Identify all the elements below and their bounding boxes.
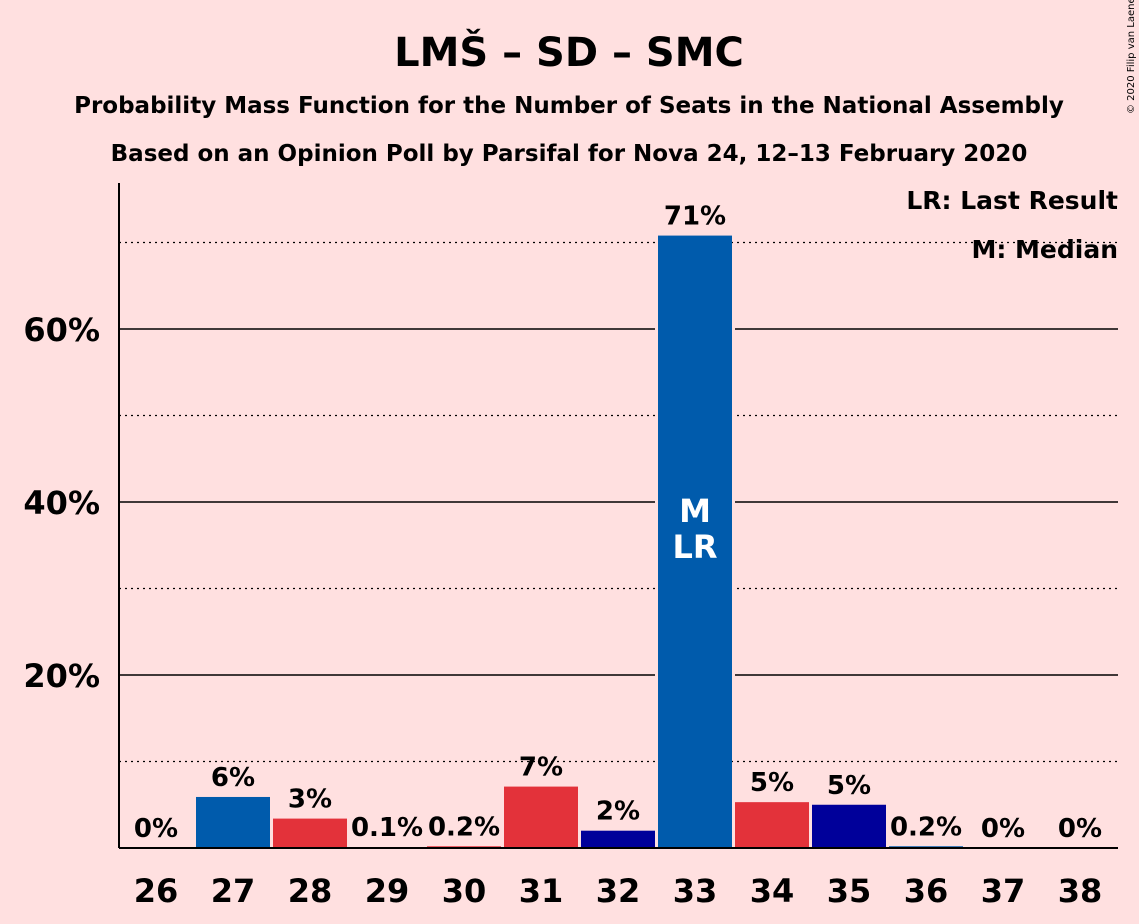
data-labels: 0%6%3%0.1% 0.2%7%2%71%5% 5%0.2% 0% 0% (134, 202, 1102, 844)
data-label-26: 0% (134, 814, 178, 844)
x-tick-label-35: 35 (827, 872, 872, 910)
x-tick-label-27: 27 (211, 872, 256, 910)
median-marker: M (679, 492, 711, 530)
bar-35 (812, 804, 886, 848)
data-label-36: 0.2% (890, 812, 962, 842)
data-label-31: 7% (519, 753, 563, 783)
y-tick-label: 60% (23, 311, 100, 349)
bar-33 (658, 235, 732, 848)
x-tick-label-30: 30 (442, 872, 487, 910)
x-tick-labels: 26 27 28 29 30 31 32 33 34 35 36 37 38 (134, 872, 1103, 910)
data-label-32: 2% (596, 797, 640, 827)
bar-markers: MLR (672, 492, 717, 566)
x-tick-label-26: 26 (134, 872, 179, 910)
gridlines (119, 241, 1118, 763)
x-tick-label-37: 37 (981, 872, 1026, 910)
y-tick-label: 20% (23, 657, 100, 695)
x-tick-label-36: 36 (904, 872, 949, 910)
bar-31 (504, 786, 578, 848)
y-tick-labels: 20% 40% 60% (23, 311, 100, 695)
data-label-35: 5% (827, 771, 871, 801)
bar-28 (273, 818, 347, 848)
legend-last-result: LR: Last Result (906, 186, 1118, 215)
chart-subtitle-1: Probability Mass Function for the Number… (74, 93, 1064, 119)
x-tick-label-38: 38 (1058, 872, 1103, 910)
data-label-27: 6% (211, 763, 255, 793)
x-tick-label-29: 29 (365, 872, 410, 910)
last-result-marker: LR (672, 528, 717, 566)
data-label-28: 3% (288, 785, 332, 815)
data-label-34: 5% (750, 768, 794, 798)
data-label-38: 0% (1058, 814, 1102, 844)
data-label-33: 71% (664, 202, 726, 232)
legend-median: M: Median (971, 235, 1118, 264)
bars (196, 235, 963, 848)
chart-subtitle-2: Based on an Opinion Poll by Parsifal for… (111, 141, 1028, 167)
y-tick-label: 40% (23, 484, 100, 522)
x-tick-label-34: 34 (750, 872, 795, 910)
bar-27 (196, 796, 270, 848)
data-label-29: 0.1% (351, 813, 423, 843)
bar-32 (581, 830, 655, 848)
copyright-note: © 2020 Filip van Laenen (1126, 0, 1137, 114)
chart-title: LMŠ – SD – SMC (394, 28, 744, 76)
x-tick-label-33: 33 (673, 872, 718, 910)
x-tick-label-31: 31 (519, 872, 564, 910)
data-label-37: 0% (981, 814, 1025, 844)
bar-34 (735, 802, 809, 848)
x-tick-label-28: 28 (288, 872, 333, 910)
x-tick-label-32: 32 (596, 872, 641, 910)
data-label-30: 0.2% (428, 812, 500, 842)
